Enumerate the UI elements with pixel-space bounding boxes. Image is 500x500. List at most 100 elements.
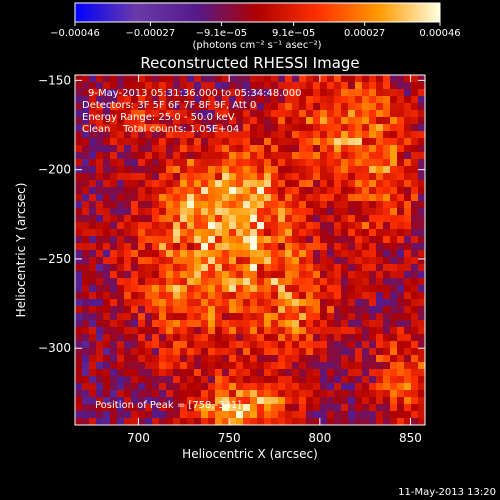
heatmap-cell [320, 96, 328, 104]
heatmap-cell [159, 362, 167, 370]
heatmap-cell [110, 334, 118, 342]
heatmap-cell [229, 376, 237, 384]
heatmap-cell [82, 362, 90, 370]
heatmap-cell [159, 306, 167, 314]
heatmap-cell [75, 292, 83, 300]
heatmap-cell [278, 96, 286, 104]
heatmap-cell [96, 145, 104, 153]
heatmap-cell [250, 215, 258, 223]
heatmap-cell [103, 187, 111, 195]
heatmap-cell [208, 173, 216, 181]
heatmap-cell [313, 292, 321, 300]
heatmap-cell [334, 152, 342, 160]
heatmap-cell [383, 320, 391, 328]
heatmap-cell [278, 243, 286, 251]
heatmap-cell [201, 110, 209, 118]
heatmap-cell [383, 82, 391, 90]
heatmap-cell [152, 299, 160, 307]
heatmap-cell [299, 271, 307, 279]
heatmap-cell [159, 187, 167, 195]
heatmap-cell [96, 341, 104, 349]
heatmap-cell [327, 355, 335, 363]
heatmap-cell [194, 362, 202, 370]
heatmap-cell [320, 208, 328, 216]
heatmap-cell [292, 117, 300, 125]
heatmap-cell [131, 390, 139, 398]
heatmap-cell [138, 152, 146, 160]
heatmap-cell [229, 75, 237, 83]
heatmap-cell [159, 229, 167, 237]
heatmap-cell [299, 145, 307, 153]
heatmap-cell [369, 82, 377, 90]
heatmap-cell [236, 348, 244, 356]
heatmap-cell [362, 187, 370, 195]
heatmap-cell [418, 145, 425, 153]
heatmap-cell [180, 208, 188, 216]
heatmap-cell [341, 110, 349, 118]
heatmap-cell [355, 313, 363, 321]
heatmap-cell [285, 96, 293, 104]
heatmap-cell [334, 278, 342, 286]
heatmap-cell [110, 194, 118, 202]
heatmap-cell [110, 299, 118, 307]
heatmap-cell [215, 166, 223, 174]
heatmap-cell [103, 229, 111, 237]
heatmap-cell [243, 201, 251, 209]
heatmap-cell [138, 376, 146, 384]
heatmap-cell [166, 243, 174, 251]
heatmap-cell [208, 152, 216, 160]
heatmap-cell [369, 390, 377, 398]
heatmap-cell [257, 201, 265, 209]
heatmap-cell [376, 341, 384, 349]
heatmap-cell [208, 103, 216, 111]
heatmap-cell [341, 180, 349, 188]
heatmap-cell [299, 320, 307, 328]
heatmap-cell [89, 348, 97, 356]
heatmap-cell [355, 82, 363, 90]
heatmap-cell [194, 229, 202, 237]
heatmap-cell [362, 124, 370, 132]
heatmap-cell [278, 369, 286, 377]
heatmap-cell [236, 250, 244, 258]
heatmap-cell [250, 383, 258, 391]
heatmap-cell [383, 117, 391, 125]
heatmap-cell [131, 257, 139, 265]
heatmap-cell [138, 201, 146, 209]
heatmap-cell [264, 313, 272, 321]
heatmap-cell [194, 257, 202, 265]
heatmap-cell [131, 208, 139, 216]
heatmap-cell [341, 418, 349, 425]
heatmap-cell [397, 124, 405, 132]
heatmap-cell [243, 138, 251, 146]
heatmap-cell [397, 110, 405, 118]
heatmap-cell [180, 236, 188, 244]
heatmap-cell [131, 250, 139, 258]
heatmap-cell [327, 313, 335, 321]
heatmap-cell [138, 404, 146, 412]
heatmap-cell [222, 138, 230, 146]
heatmap-cell [194, 341, 202, 349]
heatmap-cell [264, 285, 272, 293]
heatmap-cell [376, 327, 384, 335]
heatmap-cell [292, 292, 300, 300]
heatmap-cell [208, 82, 216, 90]
heatmap-cell [313, 173, 321, 181]
heatmap-cell [145, 313, 153, 321]
heatmap-cell [278, 376, 286, 384]
heatmap-cell [82, 397, 90, 405]
heatmap-cell [327, 411, 335, 419]
heatmap-cell [397, 222, 405, 230]
heatmap-cell [341, 124, 349, 132]
heatmap-cell [327, 383, 335, 391]
heatmap-cell [285, 369, 293, 377]
heatmap-cell [355, 166, 363, 174]
heatmap-cell [208, 376, 216, 384]
heatmap-cell [201, 82, 209, 90]
heatmap-cell [82, 159, 90, 167]
heatmap-cell [173, 334, 181, 342]
heatmap-cell [145, 264, 153, 272]
heatmap-cell [124, 320, 132, 328]
heatmap-cell [222, 306, 230, 314]
heatmap-cell [145, 159, 153, 167]
heatmap-cell [103, 341, 111, 349]
